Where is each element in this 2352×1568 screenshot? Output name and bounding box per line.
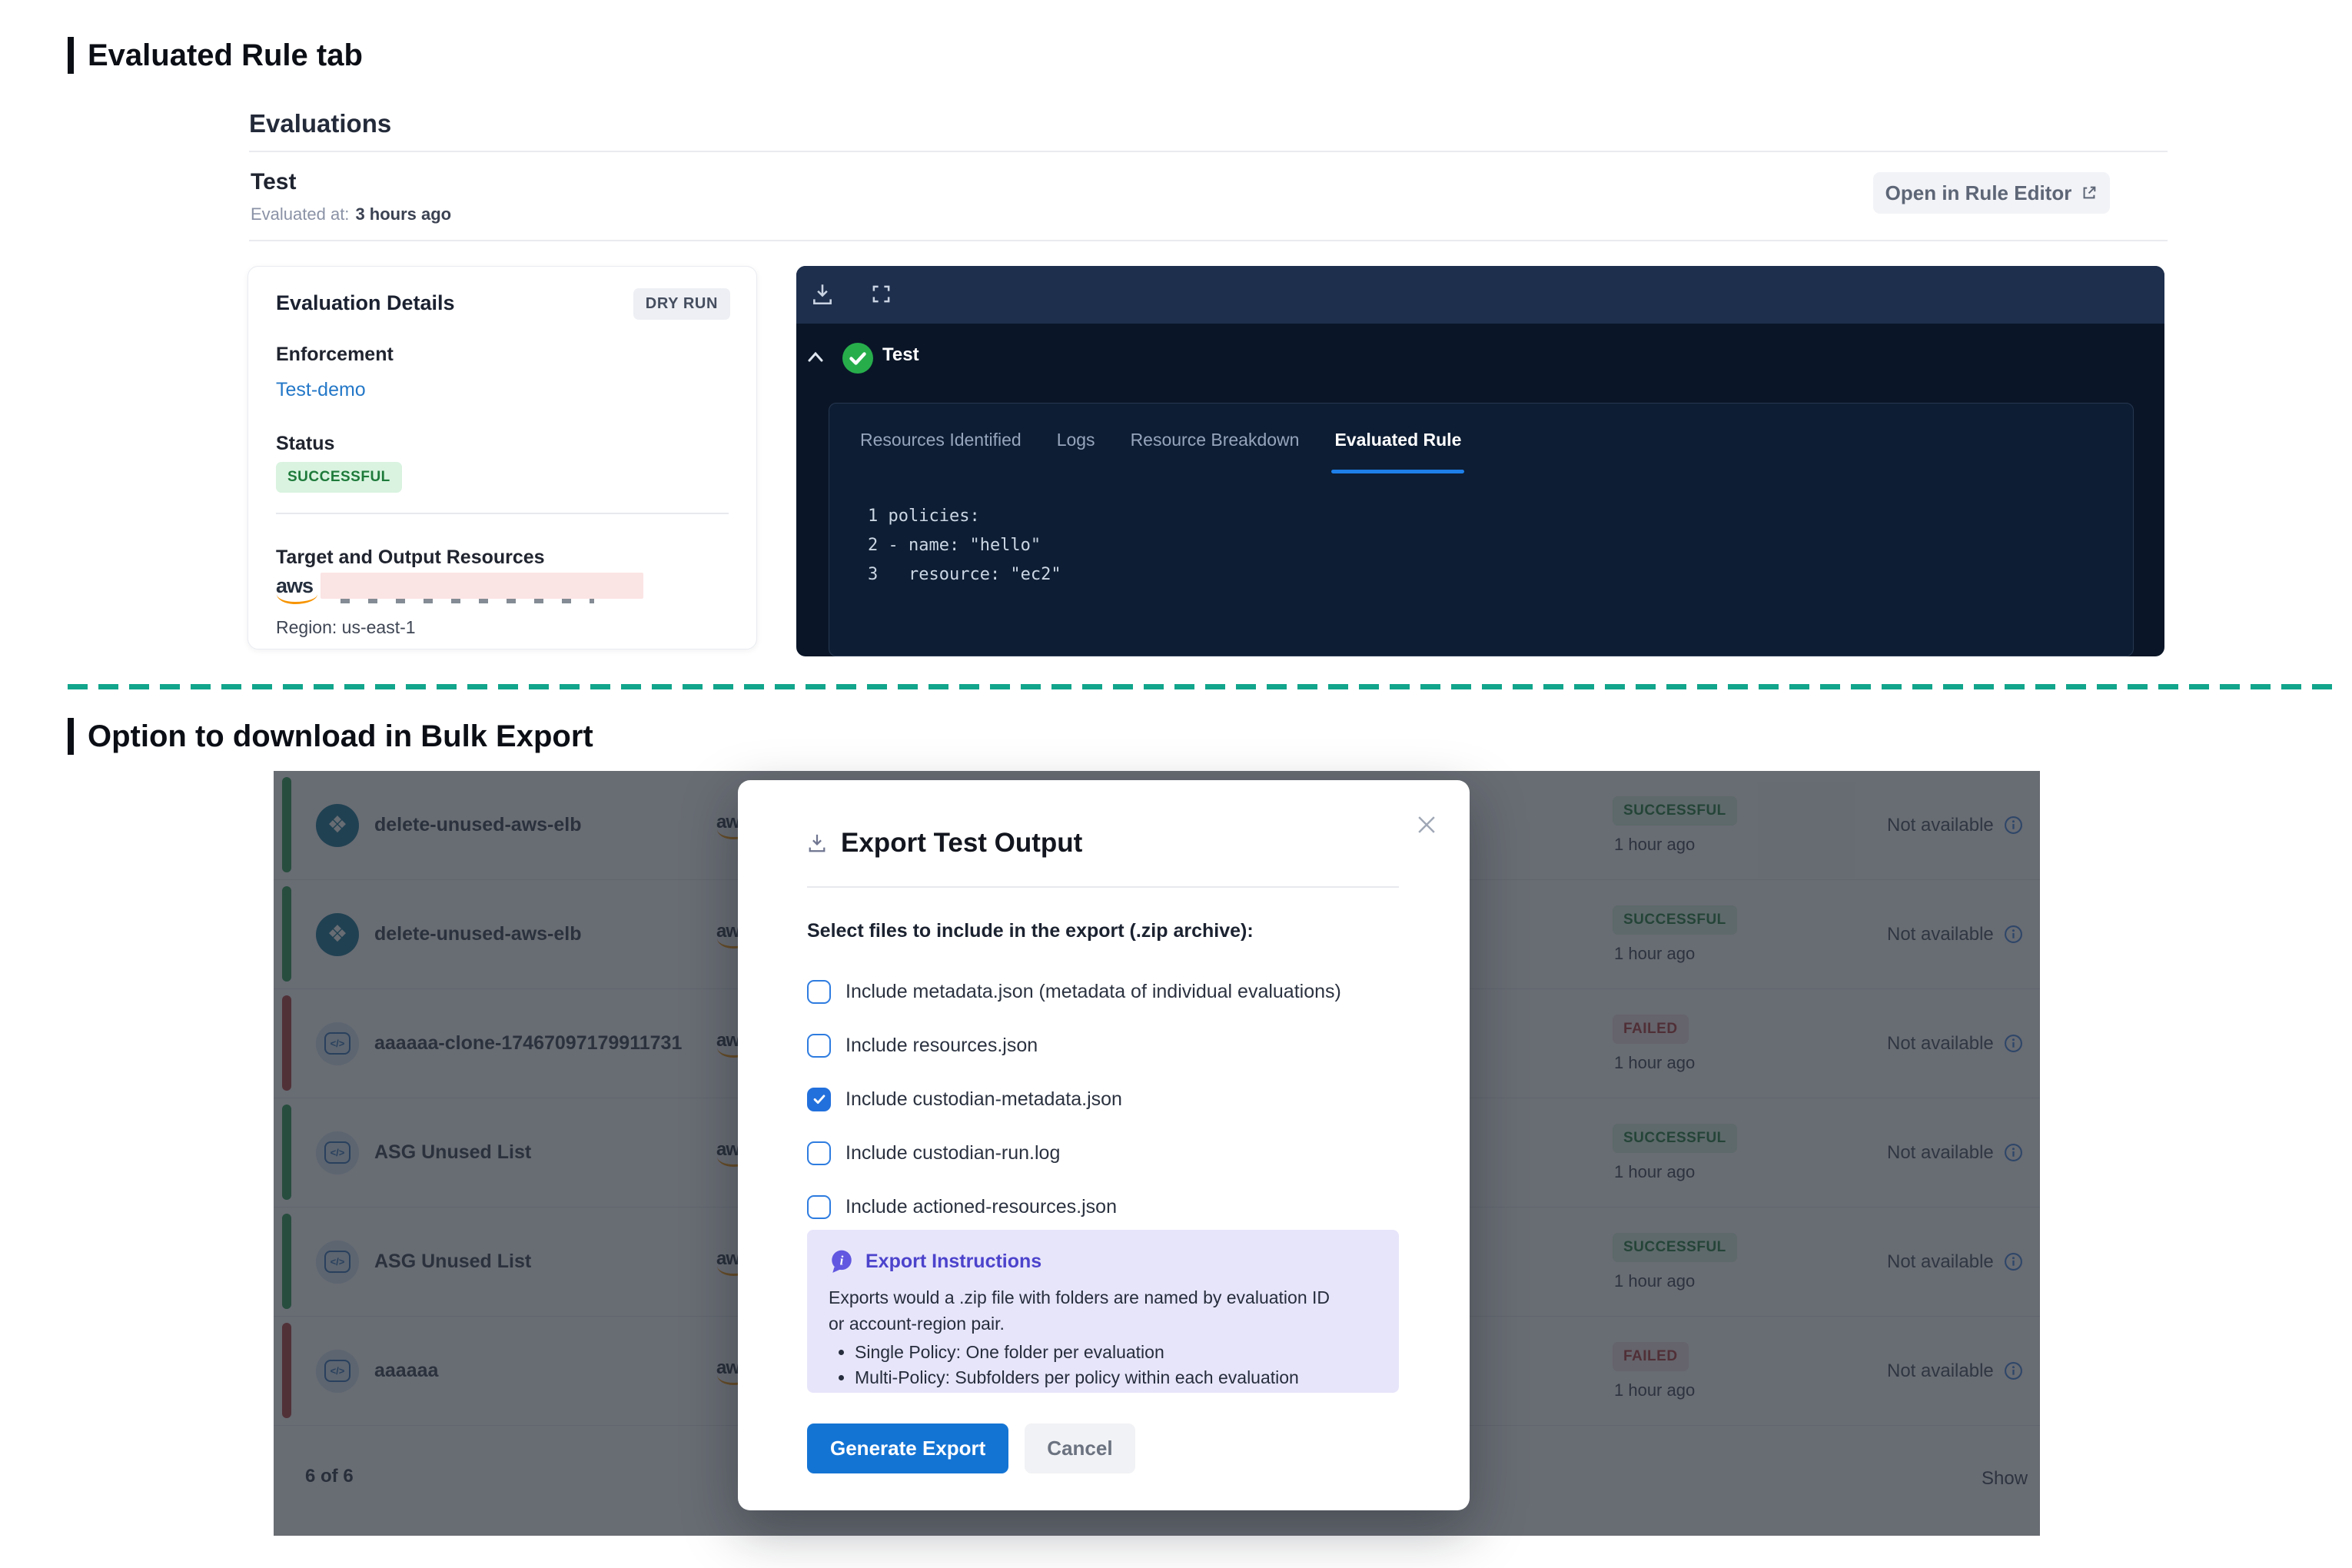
select-files-label: Select files to include in the export (.… bbox=[807, 920, 1254, 942]
instructions-title: Export Instructions bbox=[865, 1250, 1042, 1272]
evaluation-viewer-panel: Test Resources Identified Logs Resource Br… bbox=[796, 266, 2164, 656]
evaluated-at: Evaluated at: 3 hours ago bbox=[251, 204, 451, 224]
heading-bar bbox=[68, 37, 74, 74]
enforcement-link[interactable]: Test-demo bbox=[276, 379, 366, 400]
export-file-checkbox-row[interactable]: Include resources.json bbox=[807, 1018, 1341, 1072]
aws-logo: aws bbox=[276, 574, 318, 604]
checkbox-label: Include metadata.json (metadata of indiv… bbox=[845, 980, 1341, 1002]
instructions-title-row: i Export Instructions bbox=[829, 1248, 1377, 1274]
export-instructions-box: i Export Instructions Exports would a .z… bbox=[807, 1230, 1399, 1393]
evaluated-at-label: Evaluated at: bbox=[251, 204, 350, 224]
svg-text:i: i bbox=[840, 1253, 844, 1267]
code-line: 1 policies: bbox=[868, 507, 980, 526]
info-bubble-icon: i bbox=[832, 1250, 852, 1273]
card-divider bbox=[276, 513, 729, 514]
export-test-output-modal: Export Test Output Select files to inclu… bbox=[738, 780, 1470, 1510]
instructions-bullets: Single Policy: One folder per evaluation… bbox=[829, 1340, 1377, 1390]
export-file-checkbox-row[interactable]: Include actioned-resources.json bbox=[807, 1180, 1341, 1234]
close-icon[interactable] bbox=[1414, 812, 1439, 837]
chevron-up-icon[interactable] bbox=[807, 350, 824, 363]
checkbox[interactable] bbox=[807, 1194, 831, 1219]
evaluation-details-card: Evaluation Details DRY RUN Enforcement T… bbox=[247, 266, 757, 649]
code-block: 1 policies: 2 - name: "hello" 3 resource: … bbox=[868, 502, 1061, 590]
instruction-bullet: Single Policy: One folder per evaluation bbox=[855, 1340, 1377, 1365]
target-account-row: aws bbox=[276, 573, 644, 604]
open-in-rule-editor-button[interactable]: Open in Rule Editor bbox=[1873, 172, 2110, 214]
success-check-icon bbox=[842, 343, 873, 374]
status-badge: SUCCESSFUL bbox=[276, 462, 402, 493]
export-file-checkbox-row[interactable]: Include custodian-run.log bbox=[807, 1126, 1341, 1180]
viewer-tab[interactable]: Resources Identified bbox=[860, 430, 1022, 450]
viewer-test-row: Test bbox=[796, 340, 2164, 378]
divider bbox=[249, 151, 2168, 152]
heading-bar bbox=[68, 718, 74, 755]
target-resources-label: Target and Output Resources bbox=[276, 546, 545, 568]
download-icon[interactable] bbox=[811, 282, 834, 307]
export-file-checkbox-row[interactable]: Include custodian-metadata.json bbox=[807, 1072, 1341, 1126]
cancel-button[interactable]: Cancel bbox=[1025, 1423, 1135, 1473]
evaluations-title: Evaluations bbox=[249, 109, 392, 138]
instruction-bullet: Multi-Policy: Subfolders per policy with… bbox=[855, 1365, 1377, 1390]
viewer-tab[interactable]: Resource Breakdown bbox=[1130, 430, 1300, 450]
checkbox[interactable] bbox=[807, 979, 831, 1004]
evaluated-at-value: 3 hours ago bbox=[355, 204, 452, 224]
modal-divider bbox=[807, 886, 1399, 888]
code-line: 2 - name: "hello" bbox=[868, 536, 1041, 555]
region-text: Region: us-east-1 bbox=[276, 617, 416, 637]
card-title: Evaluation Details bbox=[276, 291, 455, 314]
checkmark-icon bbox=[813, 1095, 825, 1104]
generate-export-button[interactable]: Generate Export bbox=[807, 1423, 1009, 1473]
dry-run-badge: DRY RUN bbox=[633, 288, 730, 320]
open-in-rule-editor-label: Open in Rule Editor bbox=[1885, 181, 2072, 204]
dashed-separator bbox=[68, 684, 2335, 689]
viewer-tab[interactable]: Evaluated Rule bbox=[1331, 430, 1465, 473]
divider bbox=[249, 240, 2168, 241]
modal-title-row: Export Test Output bbox=[807, 828, 1082, 859]
checkbox[interactable] bbox=[807, 1141, 831, 1165]
redacted-text-remnants bbox=[341, 599, 594, 603]
section-heading-text: Option to download in Bulk Export bbox=[88, 719, 593, 753]
checkbox[interactable] bbox=[807, 1087, 831, 1111]
viewer-inner-panel: Resources Identified Logs Resource Breakdo… bbox=[829, 403, 2134, 656]
checkbox[interactable] bbox=[807, 1033, 831, 1058]
status-label: Status bbox=[276, 433, 335, 454]
fullscreen-icon[interactable] bbox=[871, 284, 892, 304]
checkbox-label: Include custodian-metadata.json bbox=[845, 1088, 1122, 1110]
download-icon bbox=[809, 834, 826, 852]
checkbox-label: Include resources.json bbox=[845, 1034, 1038, 1056]
checkbox-label: Include custodian-run.log bbox=[845, 1141, 1061, 1164]
code-line: 3 resource: "ec2" bbox=[868, 565, 1061, 584]
instructions-body: Exports would a .zip file with folders a… bbox=[829, 1287, 1330, 1334]
viewer-tab[interactable]: Logs bbox=[1056, 430, 1095, 450]
viewer-toolbar bbox=[796, 266, 2164, 324]
external-link-icon bbox=[2083, 186, 2096, 199]
section-heading-bulk-export: Option to download in Bulk Export bbox=[68, 718, 593, 755]
export-file-checkbox-row[interactable]: Include metadata.json (metadata of indiv… bbox=[807, 965, 1341, 1018]
evaluation-name: Test bbox=[251, 169, 297, 194]
checkbox-list: Include metadata.json (metadata of indiv… bbox=[807, 965, 1341, 1234]
redacted-account-id bbox=[321, 573, 644, 599]
viewer-tabs: Resources Identified Logs Resource Breakdo… bbox=[860, 430, 1465, 473]
viewer-test-name: Test bbox=[882, 344, 919, 365]
modal-title: Export Test Output bbox=[841, 828, 1083, 858]
modal-buttons: Generate Export Cancel bbox=[807, 1423, 1135, 1473]
checkbox-label: Include actioned-resources.json bbox=[845, 1195, 1117, 1218]
section-heading-text: Evaluated Rule tab bbox=[88, 38, 363, 72]
enforcement-label: Enforcement bbox=[276, 344, 394, 365]
section-heading-evaluated-rule: Evaluated Rule tab bbox=[68, 37, 363, 74]
